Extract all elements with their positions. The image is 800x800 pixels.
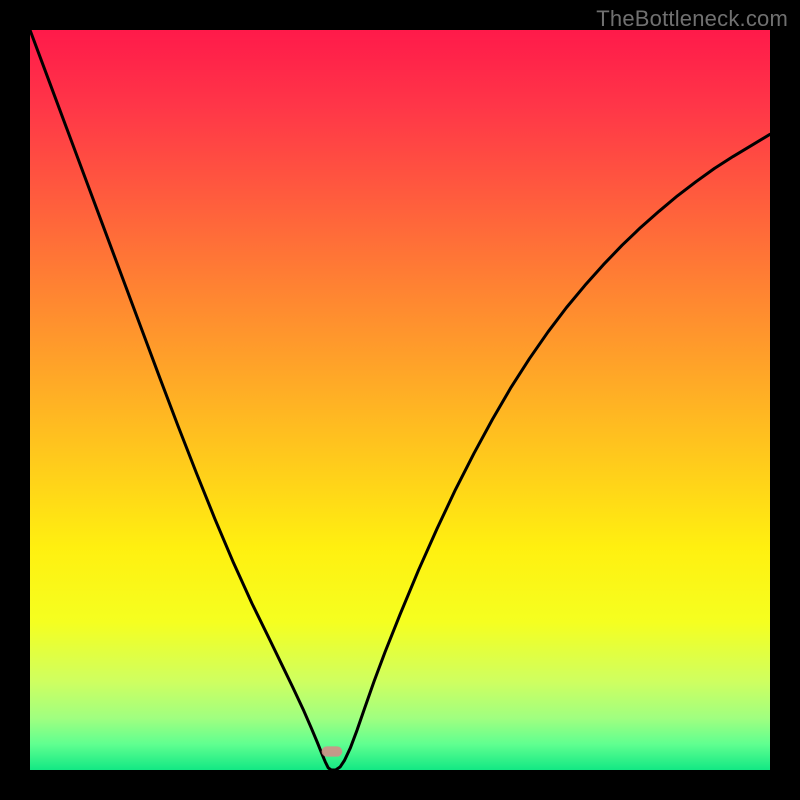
plot-background [30,30,770,770]
watermark-text: TheBottleneck.com [596,6,788,32]
optimum-marker [322,746,343,756]
chart-container: TheBottleneck.com [0,0,800,800]
chart-svg [0,0,800,800]
